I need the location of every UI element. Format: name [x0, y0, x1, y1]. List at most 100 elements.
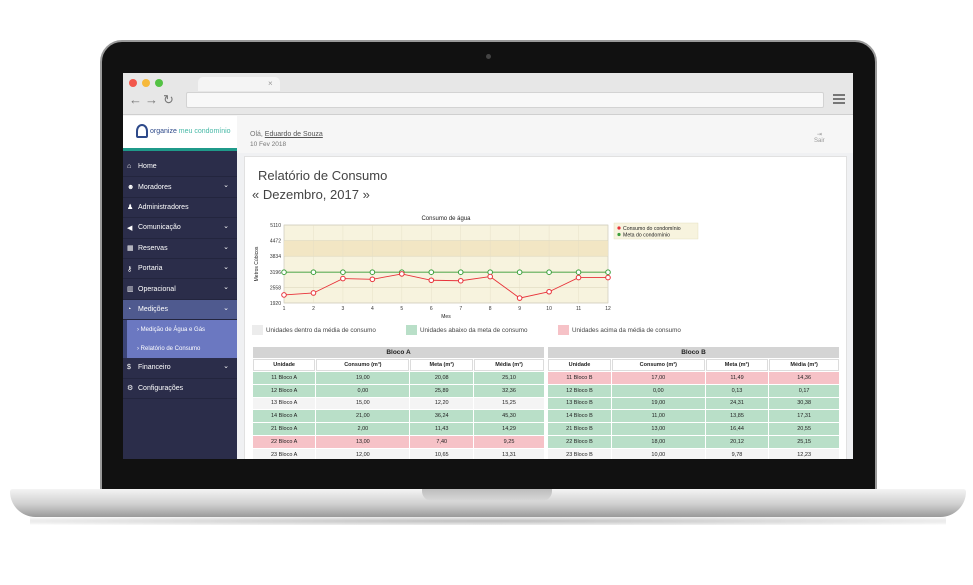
data-point — [605, 274, 611, 281]
table-cell: 12 Bloco A — [253, 384, 316, 397]
sidebar-item-operacional[interactable]: ▥ Operacional ⌄ — [123, 279, 237, 300]
table-cell: 11 Bloco A — [253, 372, 316, 384]
data-point — [281, 292, 287, 298]
chevron-down-icon: ⌄ — [223, 304, 229, 312]
period-selector[interactable]: « Dezembro, 2017 » — [252, 187, 370, 202]
maximize-window-button[interactable] — [155, 79, 163, 87]
data-point — [428, 277, 435, 284]
table-row: 14 Bloco A 21,00 36,24 45,30 — [253, 410, 544, 423]
gauge-icon: ◔ — [127, 305, 132, 313]
logout-icon: ⇥ — [816, 132, 822, 138]
table-cell: 14 Bloco B — [548, 410, 611, 423]
plot-area — [283, 224, 609, 304]
sidebar-item-reservas[interactable]: ▦ Reservas ⌄ — [123, 239, 237, 259]
sidebar-item-administradores[interactable]: ♟ Administradores — [123, 198, 237, 219]
table-cell: 0,13 — [705, 384, 769, 397]
bloco-a-table: Bloco A Unidade Consumo (m³) Meta (m³) M… — [252, 346, 545, 459]
current-date: 10 Fev 2018 — [250, 141, 287, 148]
table-cell: 20,08 — [410, 372, 474, 384]
table-cell: 25,15 — [769, 435, 839, 448]
table-cell: 13,00 — [316, 435, 410, 448]
table-cell: 15,25 — [474, 397, 544, 410]
logout-button[interactable]: ⇥ Sair — [814, 132, 825, 144]
table-cell: 14,36 — [769, 372, 839, 384]
address-bar[interactable] — [186, 92, 824, 108]
sidebar-item-comunicacao[interactable]: ◀ Comunicação ⌄ — [123, 218, 237, 239]
sidebar-item-home[interactable]: ⌂ Home — [123, 157, 237, 178]
megaphone-icon: ◀ — [127, 224, 133, 232]
table-row: 23 Bloco A 12,00 10,65 13,31 — [253, 448, 544, 459]
sidebar-item-label: Portaria — [138, 265, 163, 273]
table-row: 11 Bloco B 17,00 11,49 14,36 — [548, 372, 839, 384]
back-arrow-icon[interactable]: ← — [129, 92, 142, 107]
data-point — [457, 277, 464, 284]
table-cell: 17,31 — [769, 410, 839, 423]
table-cell: 36,24 — [410, 410, 474, 423]
col-header-media: Média (m³) — [769, 359, 839, 371]
reload-icon[interactable]: ↻ — [163, 92, 174, 107]
table-cell: 12,23 — [769, 448, 839, 459]
legend-above: Unidades acima da média de consumo — [558, 325, 681, 335]
data-point — [605, 269, 611, 275]
col-header-media: Média (m³) — [474, 359, 544, 371]
sidebar-item-portaria[interactable]: ⚷ Portaria ⌄ — [123, 259, 237, 280]
table-row: 21 Bloco A 2,00 11,43 14,29 — [253, 423, 544, 435]
sidebar-item-label: Comunicação — [138, 224, 181, 232]
sidebar-subitem-0[interactable]: › Medição de Água e Gás — [123, 320, 237, 340]
legend-marker — [617, 226, 621, 230]
table-cell: 25,89 — [410, 384, 474, 397]
chevron-down-icon: ⌄ — [223, 182, 229, 190]
data-point — [457, 269, 464, 275]
y-tick-label: 3834 — [270, 254, 281, 260]
table-cell: 17,00 — [611, 372, 705, 384]
sidebar-item-moradores[interactable]: ☻ Moradores ⌄ — [123, 177, 237, 198]
table-cell: 30,38 — [769, 397, 839, 410]
user-name-link[interactable]: Eduardo de Souza — [264, 131, 323, 138]
chart-icon: ▥ — [127, 286, 134, 294]
data-point — [575, 269, 582, 275]
browser-tab[interactable] — [198, 77, 280, 91]
x-tick-label: 4 — [371, 306, 374, 312]
logo[interactable]: organize meu condomínio — [123, 116, 237, 151]
status-legend: Unidades dentro da média de consumo Unid… — [252, 325, 842, 337]
table-cell: 2,00 — [316, 423, 410, 435]
legend-below: Unidades abaixo da meta de consumo — [406, 325, 527, 335]
tab-close-icon[interactable]: × — [268, 79, 273, 88]
hamburger-menu-icon[interactable] — [833, 94, 845, 105]
table-cell: 16,44 — [705, 423, 769, 435]
y-axis-label: Metros Cúbicos — [254, 246, 260, 281]
table-cell: 0,17 — [769, 384, 839, 397]
sidebar-subitem-1[interactable]: › Relatório de Consumo — [123, 339, 237, 359]
table-cell: 20,55 — [769, 423, 839, 435]
sidebar-item-configuracoes[interactable]: ⚙ Configurações — [123, 379, 237, 399]
legend-label: Consumo do condomínio — [623, 226, 681, 232]
data-point — [281, 269, 287, 275]
legend-label: Meta do condomínio — [623, 233, 670, 239]
legend-inside: Unidades dentro da média de consumo — [252, 325, 376, 335]
forward-arrow-icon[interactable]: → — [145, 92, 158, 107]
table-row: 13 Bloco A 15,00 12,20 15,25 — [253, 397, 544, 410]
table-cell: 10,65 — [410, 448, 474, 459]
data-point — [340, 275, 346, 282]
col-header-meta: Meta (m³) — [410, 359, 474, 371]
table-cell: 14 Bloco A — [253, 410, 316, 423]
x-tick-label: 9 — [518, 306, 521, 312]
logo-bold-text: organize — [150, 128, 177, 135]
report-panel: Relatório de Consumo « Dezembro, 2017 » … — [244, 156, 847, 459]
table-cell: 15,00 — [316, 397, 410, 410]
x-tick-label: 12 — [605, 306, 611, 312]
legend-swatch-above — [558, 325, 569, 335]
minimize-window-button[interactable] — [142, 79, 150, 87]
table-cell: 22 Bloco A — [253, 435, 316, 448]
table-cell: 25,10 — [474, 372, 544, 384]
key-icon: ⚷ — [127, 265, 133, 273]
close-window-button[interactable] — [129, 79, 137, 87]
table-cell: 21 Bloco B — [548, 423, 611, 435]
page-title: Relatório de Consumo — [258, 168, 388, 183]
user-icon: ♟ — [127, 204, 134, 212]
laptop-notch — [422, 489, 552, 501]
table-cell: 11,00 — [611, 410, 705, 423]
table-row: 21 Bloco B 13,00 16,44 20,55 — [548, 423, 839, 435]
sidebar-item-financeiro[interactable]: $ Financeiro ⌄ — [123, 358, 237, 379]
sidebar-item-medicoes[interactable]: ◔ Medições ⌄ — [123, 299, 237, 321]
